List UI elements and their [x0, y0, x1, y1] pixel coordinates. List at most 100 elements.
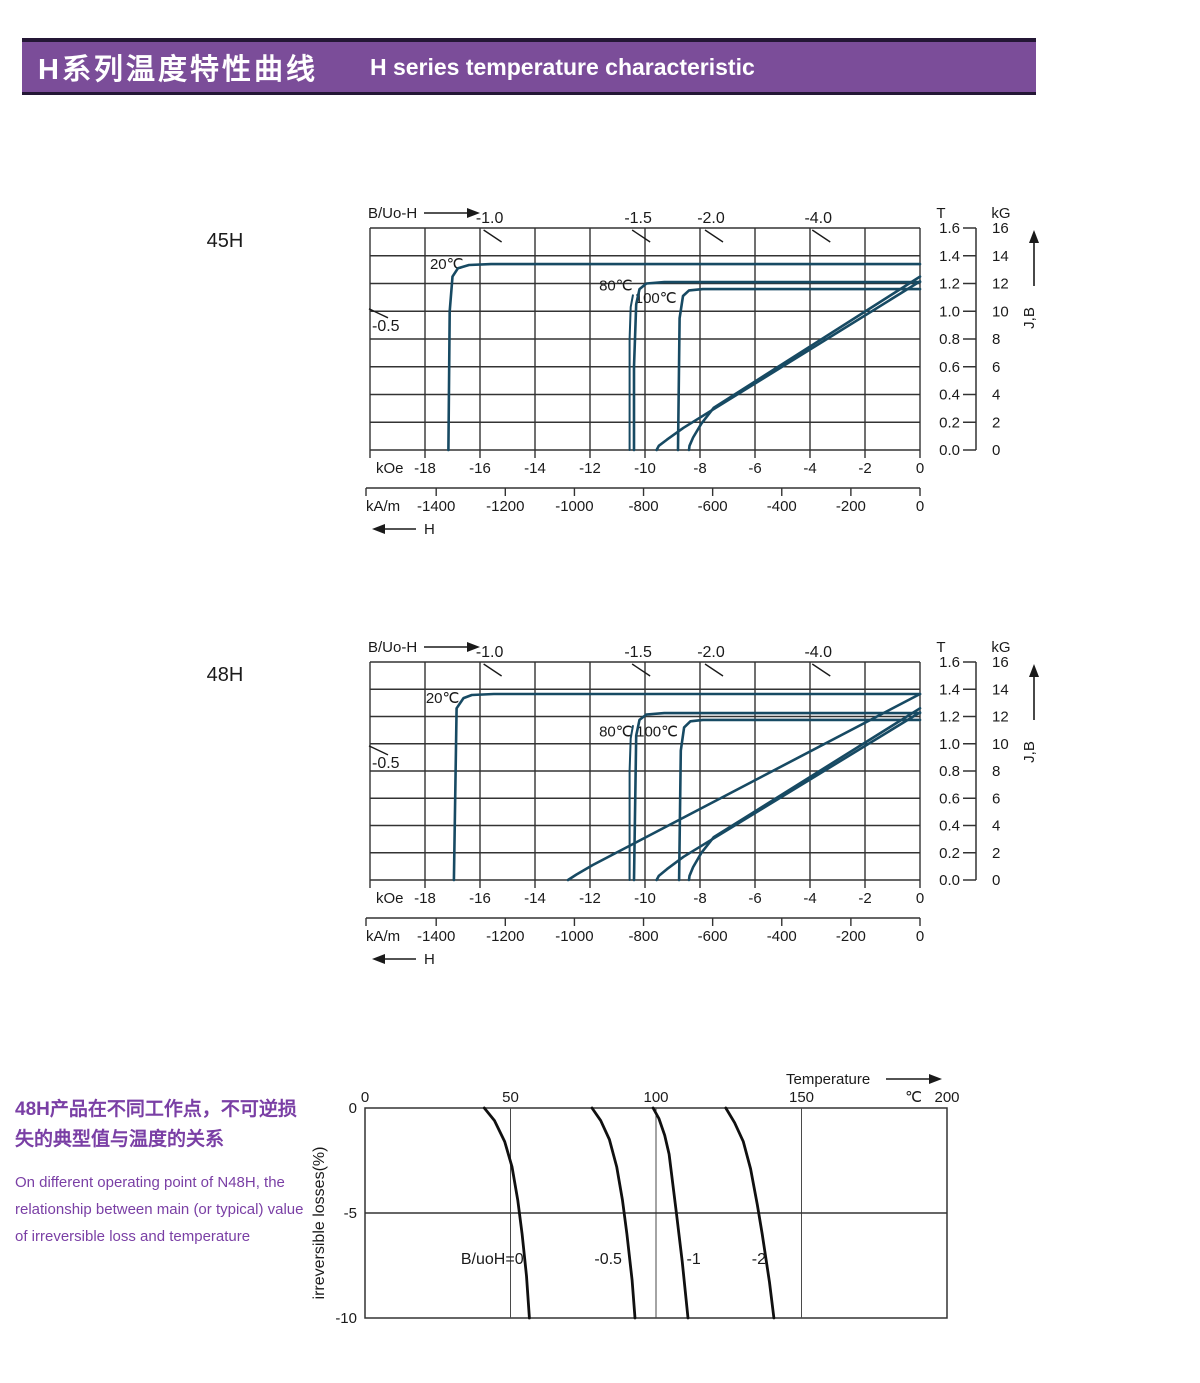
series-label: -2 [752, 1251, 766, 1268]
kam-tick: -1400 [417, 928, 455, 945]
x-tick: 100 [643, 1089, 668, 1106]
x-tick: 200 [934, 1089, 959, 1106]
koe-tick: -8 [693, 460, 706, 477]
grade-label: 48H [207, 664, 244, 686]
kg-tick: 0 [992, 872, 1000, 889]
temp-label: 80℃ [599, 723, 633, 740]
note-en: On different operating point of N48H, th… [15, 1174, 304, 1245]
t-tick: 0.4 [939, 387, 960, 404]
t-tick: 0.0 [939, 872, 960, 889]
kg-tick: 8 [992, 331, 1000, 348]
arrow-head-icon [467, 208, 480, 218]
arrow-head-icon [372, 954, 385, 964]
load-line-label: -0.5 [372, 318, 400, 335]
t-tick: 0.6 [939, 359, 960, 376]
load-line-label: -1.5 [624, 644, 652, 661]
temp-label: 20℃ [426, 690, 460, 707]
koe-tick: -4 [803, 460, 816, 477]
t-tick: 1.4 [939, 248, 960, 265]
t-tick: 1.0 [939, 736, 960, 753]
koe-tick: -18 [414, 890, 436, 907]
kam-tick: -400 [767, 928, 797, 945]
b-axis-title: B/Uo-H [368, 639, 417, 656]
y-tick: -5 [344, 1205, 357, 1222]
kam-tick: -1400 [417, 498, 455, 515]
koe-tick: -12 [579, 460, 601, 477]
note-block: 48H产品在不同工作点，不可逆损失的典型值与温度的关系 On different… [15, 1095, 307, 1250]
t-unit: T [936, 639, 945, 656]
page-title-zh: H系列温度特性曲线 [38, 54, 318, 86]
koe-tick: -18 [414, 460, 436, 477]
series-label: B/uoH=0 [461, 1251, 524, 1268]
t-tick: 1.6 [939, 654, 960, 671]
kg-tick: 14 [992, 248, 1009, 265]
x-unit: ℃ [905, 1089, 922, 1106]
koe-tick: -6 [748, 890, 761, 907]
kg-tick: 4 [992, 818, 1000, 835]
kg-tick: 14 [992, 681, 1009, 698]
kg-tick: 8 [992, 763, 1000, 780]
kg-tick: 12 [992, 709, 1009, 726]
kam-tick: -800 [629, 498, 659, 515]
t-tick: 0.0 [939, 442, 960, 459]
x-axis-title: Temperature [786, 1071, 870, 1088]
load-line-label: -0.5 [372, 755, 400, 772]
t-tick: 1.0 [939, 303, 960, 320]
kam-tick: -600 [698, 928, 728, 945]
koe-tick: -16 [469, 460, 491, 477]
arrow-head-icon [467, 642, 480, 652]
load-line-label: -4.0 [804, 210, 832, 227]
arrow-head-icon [372, 524, 385, 534]
koe-tick: -14 [524, 890, 546, 907]
t-tick: 0.4 [939, 818, 960, 835]
koe-tick: -10 [634, 890, 656, 907]
t-tick: 0.2 [939, 414, 960, 431]
arrow-head-icon [929, 1074, 942, 1084]
kam-tick: -1200 [486, 498, 524, 515]
kg-tick: 16 [992, 220, 1009, 237]
series-label: -1 [687, 1251, 701, 1268]
grade-label: 45H [207, 230, 244, 252]
koe-tick: 0 [916, 460, 924, 477]
load-line-label: -1.0 [476, 644, 504, 661]
b-axis-title: B/Uo-H [368, 205, 417, 222]
arrow-head-icon [1029, 230, 1039, 243]
loss-svg: B/uoH=0 -0.5 -1 -2 0 50 100 150 200 ℃ Temperature 0… [311, 1071, 960, 1327]
koe-tick: -2 [858, 890, 871, 907]
y-tick: 0 [349, 1100, 357, 1117]
koe-tick: -14 [524, 460, 546, 477]
kg-unit: kG [991, 205, 1010, 222]
kg-tick: 6 [992, 359, 1000, 376]
x-tick: 50 [502, 1089, 519, 1106]
t-tick: 1.6 [939, 220, 960, 237]
y-axis-title: irreversible losses(%) [311, 1147, 328, 1300]
kg-tick: 4 [992, 387, 1000, 404]
kam-tick: -1000 [555, 928, 593, 945]
kam-tick: 0 [916, 498, 924, 515]
kg-tick: 0 [992, 442, 1000, 459]
kam-tick: -400 [767, 498, 797, 515]
t-tick: 0.2 [939, 845, 960, 862]
temp-label: 100℃ [635, 290, 677, 307]
kam-tick: -200 [836, 928, 866, 945]
h-arrow-label: H [424, 521, 435, 538]
jb-axis-label: J,B [1021, 307, 1038, 329]
kam-tick: -1200 [486, 928, 524, 945]
kg-tick: 10 [992, 736, 1009, 753]
temp-label: 100℃ [636, 723, 678, 740]
load-line-label: -2.0 [697, 644, 725, 661]
h-arrow-label: H [424, 951, 435, 968]
t-tick: 0.6 [939, 790, 960, 807]
kg-tick: 2 [992, 414, 1000, 431]
temp-label: 20℃ [430, 256, 464, 273]
t-tick: 0.8 [939, 763, 960, 780]
koe-tick: -12 [579, 890, 601, 907]
arrow-head-icon [1029, 664, 1039, 677]
load-line-label: -4.0 [804, 644, 832, 661]
kam-tick: -1000 [555, 498, 593, 515]
kam-tick: -600 [698, 498, 728, 515]
load-line-label: -2.0 [697, 210, 725, 227]
koe-tick: -6 [748, 460, 761, 477]
kg-tick: 2 [992, 845, 1000, 862]
